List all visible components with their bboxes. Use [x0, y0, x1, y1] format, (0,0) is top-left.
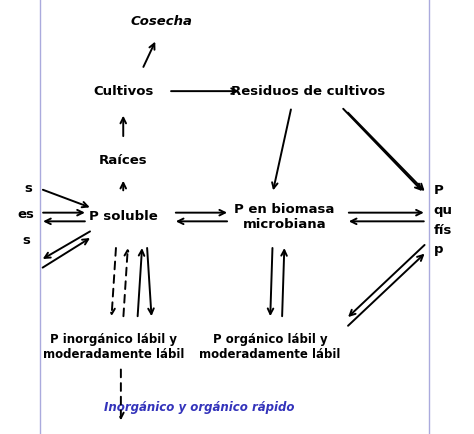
- Text: P inorgánico lábil y
moderadamente lábil: P inorgánico lábil y moderadamente lábil: [43, 333, 184, 361]
- Text: Inorgánico y orgánico rápido: Inorgánico y orgánico rápido: [104, 401, 294, 414]
- Text: Raíces: Raíces: [99, 154, 147, 167]
- Text: Residuos de cultivos: Residuos de cultivos: [231, 85, 385, 98]
- Text: fís: fís: [434, 224, 452, 237]
- Text: P: P: [434, 184, 444, 197]
- Text: s: s: [25, 182, 32, 195]
- Text: P soluble: P soluble: [89, 210, 158, 224]
- Text: Cosecha: Cosecha: [130, 15, 192, 28]
- Text: P en biomasa
microbiana: P en biomasa microbiana: [234, 203, 335, 231]
- Text: Cultivos: Cultivos: [93, 85, 154, 98]
- Text: s: s: [22, 234, 30, 247]
- Text: p: p: [434, 243, 443, 256]
- Text: P orgánico lábil y
moderadamente lábil: P orgánico lábil y moderadamente lábil: [200, 333, 341, 361]
- Text: qu: qu: [434, 204, 453, 217]
- Text: es: es: [18, 208, 35, 221]
